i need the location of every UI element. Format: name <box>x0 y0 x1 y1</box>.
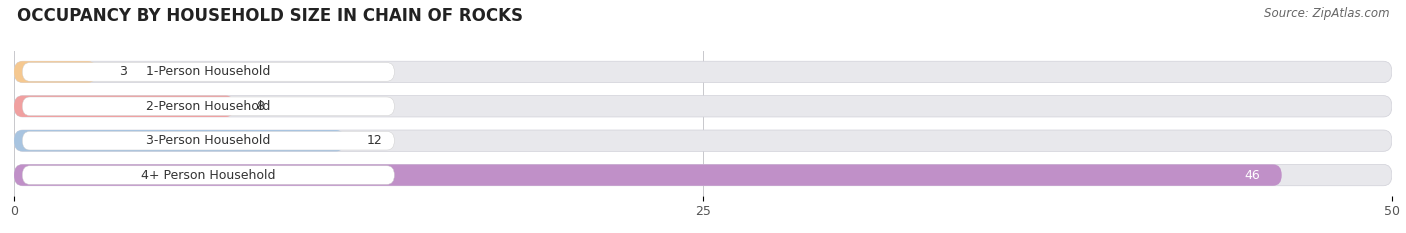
FancyBboxPatch shape <box>14 61 97 82</box>
Text: 12: 12 <box>367 134 382 147</box>
FancyBboxPatch shape <box>22 166 394 184</box>
Text: OCCUPANCY BY HOUSEHOLD SIZE IN CHAIN OF ROCKS: OCCUPANCY BY HOUSEHOLD SIZE IN CHAIN OF … <box>17 7 523 25</box>
FancyBboxPatch shape <box>14 61 1392 82</box>
FancyBboxPatch shape <box>14 164 1392 186</box>
Text: 1-Person Household: 1-Person Household <box>146 65 270 78</box>
Text: 2-Person Household: 2-Person Household <box>146 100 270 113</box>
FancyBboxPatch shape <box>14 96 235 117</box>
FancyBboxPatch shape <box>14 96 1392 117</box>
Text: 3: 3 <box>118 65 127 78</box>
FancyBboxPatch shape <box>14 164 1282 186</box>
Text: 46: 46 <box>1244 169 1260 182</box>
Text: 3-Person Household: 3-Person Household <box>146 134 270 147</box>
FancyBboxPatch shape <box>22 97 394 116</box>
FancyBboxPatch shape <box>22 63 394 81</box>
FancyBboxPatch shape <box>14 130 1392 151</box>
Text: Source: ZipAtlas.com: Source: ZipAtlas.com <box>1264 7 1389 20</box>
FancyBboxPatch shape <box>22 131 394 150</box>
FancyBboxPatch shape <box>14 130 344 151</box>
Text: 4+ Person Household: 4+ Person Household <box>141 169 276 182</box>
Text: 8: 8 <box>256 100 264 113</box>
